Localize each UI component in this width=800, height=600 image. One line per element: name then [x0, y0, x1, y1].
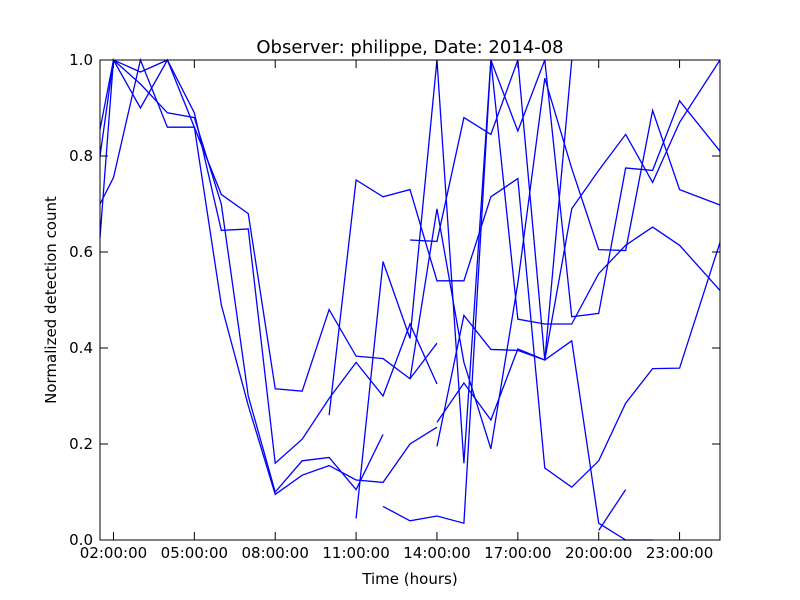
series-line-11 — [436, 59, 721, 423]
y-tick-label-4: 0.6 — [69, 243, 93, 261]
x-tick-label-6: 17:00:00 — [484, 544, 551, 562]
y-tick-label-2: 0.2 — [69, 435, 93, 453]
x-tick-label-4: 11:00:00 — [322, 544, 389, 562]
plot-lines — [99, 57, 721, 541]
x-axis: 02:00:00 05:00:00 08:00:00 11:00:00 14:00:00… — [80, 60, 713, 562]
x-tick-label-3: 08:00:00 — [242, 544, 309, 562]
y-axis-label: Normalized detection count — [42, 196, 60, 404]
x-axis-label: Time (hours) — [361, 570, 457, 588]
series-line-6 — [355, 59, 721, 519]
x-tick-label-7: 20:00:00 — [565, 544, 632, 562]
y-tick-label-3: 0.4 — [69, 339, 93, 357]
series-line-2 — [99, 57, 438, 496]
y-tick-label-1: 0.0 — [69, 531, 93, 549]
series-line-7 — [382, 59, 721, 525]
y-tick-label-6: 1.0 — [69, 51, 93, 69]
x-tick-label-2: 05:00:00 — [161, 544, 228, 562]
x-tick-label-8: 23:00:00 — [646, 544, 713, 562]
chart-title: Observer: philippe, Date: 2014-08 — [256, 37, 563, 58]
series-line-12 — [598, 489, 627, 531]
y-axis: 0.0 0.2 0.4 0.6 0.8 1.0 — [69, 51, 720, 549]
x-tick-label-5: 14:00:00 — [403, 544, 470, 562]
y-tick-label-5: 0.8 — [69, 147, 93, 165]
series-line-3 — [99, 57, 438, 392]
series-line-4 — [99, 58, 384, 494]
series-line-5 — [328, 177, 721, 489]
x-tick-label-1: 02:00:00 — [80, 544, 147, 562]
plot-frame — [99, 59, 721, 541]
